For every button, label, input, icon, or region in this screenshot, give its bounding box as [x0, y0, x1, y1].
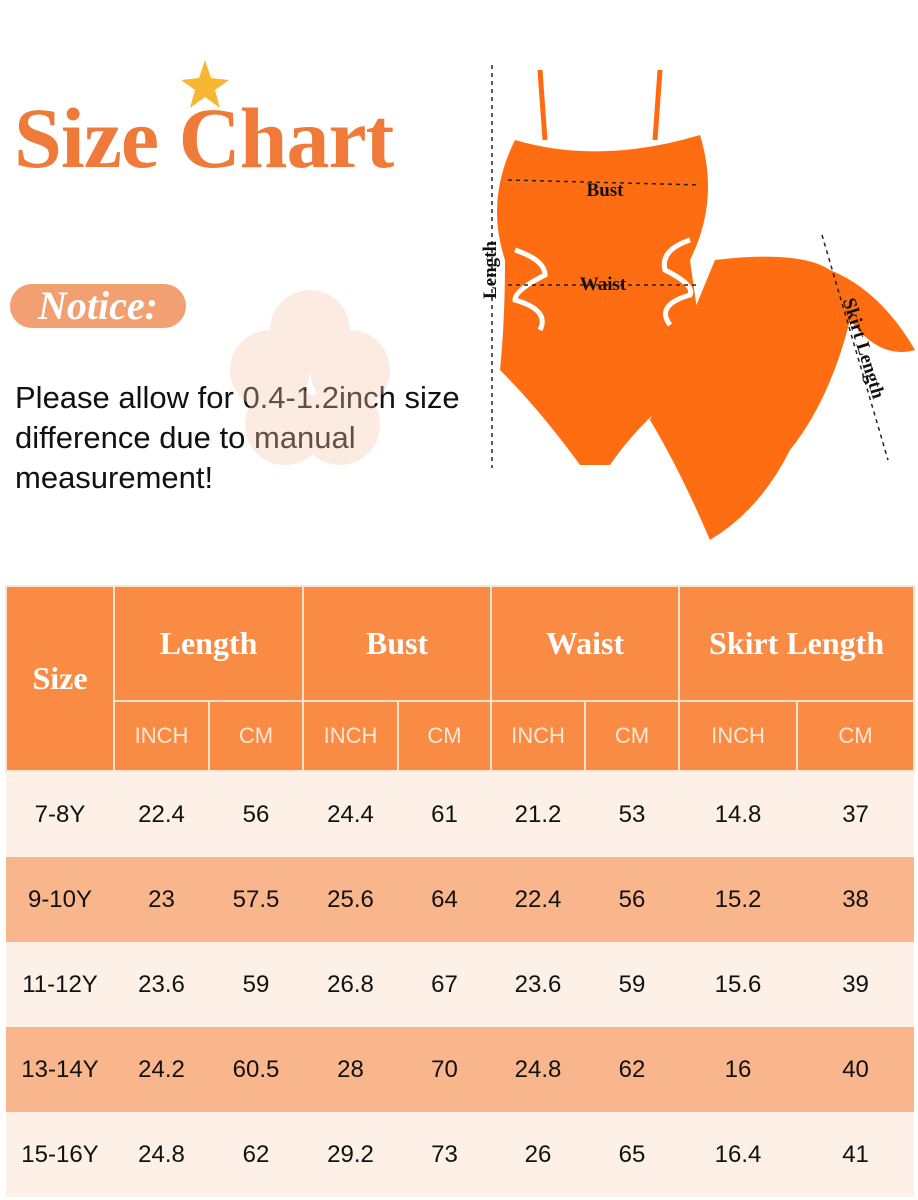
- measurement: 60.5: [209, 1027, 304, 1112]
- unit-header: CM: [207, 700, 305, 772]
- size-row: 7-8Y 22.4 56 24.4 61 21.2 53 14.8 37: [6, 771, 915, 857]
- unit-header: CM: [796, 700, 916, 772]
- size-row: 11-12Y 23.6 59 26.8 67 23.6 59 15.6 39: [6, 942, 915, 1027]
- measurement: 23.6: [114, 942, 209, 1027]
- length-label: Length: [480, 241, 501, 300]
- diagram: Bust Waist Length Skirt Length: [181, 60, 915, 540]
- group-header: Bust: [302, 585, 493, 702]
- size-header: Size: [5, 585, 115, 772]
- skirt: [650, 256, 915, 540]
- bust-label: Bust: [587, 180, 625, 201]
- header-row: Size Length Bust Waist Skirt Length: [5, 585, 916, 772]
- notice-label: Notice:: [10, 284, 186, 328]
- measurement: 24.8: [114, 1112, 209, 1197]
- size-label: 11-12Y: [6, 942, 114, 1027]
- measurement: 23: [114, 857, 209, 942]
- measurement: 16.4: [679, 1112, 798, 1197]
- waist-label: Waist: [580, 274, 627, 295]
- measurement: 67: [398, 942, 492, 1027]
- size-label: 13-14Y: [6, 1027, 114, 1112]
- measurement: 24.4: [303, 771, 399, 857]
- measurement: 39: [797, 942, 915, 1027]
- measurement: 73: [398, 1112, 492, 1197]
- group-header: Length: [112, 585, 305, 702]
- unit-header: CM: [584, 700, 681, 772]
- measurement: 61: [398, 771, 492, 857]
- measurement: 26.8: [303, 942, 399, 1027]
- measurement: 29.2: [303, 1112, 399, 1197]
- size-label: 15-16Y: [6, 1112, 114, 1197]
- measurement: 64: [398, 857, 492, 942]
- notice-text: Please allow for 0.4-1.2inch size differ…: [15, 380, 460, 495]
- measurement: 15.2: [679, 857, 798, 942]
- swimsuit: [497, 135, 708, 465]
- measurement: 53: [585, 771, 680, 857]
- unit-header: INCH: [678, 700, 799, 772]
- unit-header: INCH: [490, 700, 587, 772]
- group-header: Skirt Length: [678, 585, 916, 702]
- measurement: 40: [797, 1027, 915, 1112]
- unit-header: INCH: [113, 700, 210, 772]
- measurement: 24.2: [114, 1027, 209, 1112]
- size-row: 15-16Y 24.8 62 29.2 73 26 65 16.4 41: [6, 1112, 915, 1197]
- measurement: 65: [585, 1112, 680, 1197]
- unit-header: INCH: [302, 700, 400, 772]
- unit-row: INCH CM INCH CM INCH CM INCH CM: [6, 700, 916, 772]
- group-header: Waist: [490, 585, 681, 702]
- measurement: 70: [398, 1027, 492, 1112]
- measurement: 22.4: [114, 771, 209, 857]
- title: Size Chart: [14, 90, 394, 186]
- measurement: 16: [679, 1027, 798, 1112]
- unit-header: CM: [397, 700, 493, 772]
- size-label: 9-10Y: [6, 857, 114, 942]
- size-label: 7-8Y: [6, 771, 114, 857]
- measurement: 23.6: [491, 942, 586, 1027]
- measurement: 25.6: [303, 857, 399, 942]
- measurement: 28: [303, 1027, 399, 1112]
- measurement: 62: [585, 1027, 680, 1112]
- measurement: 57.5: [209, 857, 304, 942]
- measurement: 24.8: [491, 1027, 586, 1112]
- straps: [537, 69, 663, 141]
- star: [181, 60, 229, 108]
- measurement: 38: [797, 857, 915, 942]
- measurement: 41: [797, 1112, 915, 1197]
- size-table: Size Length Bust Waist Skirt Length INCH CM INC…: [5, 585, 916, 1197]
- measurement: 26: [491, 1112, 586, 1197]
- measurement: 37: [797, 771, 915, 857]
- measurement: 56: [209, 771, 304, 857]
- measurement: 59: [209, 942, 304, 1027]
- measurement: 56: [585, 857, 680, 942]
- measurement: 14.8: [679, 771, 798, 857]
- flower: [230, 290, 390, 465]
- measurement: 21.2: [491, 771, 586, 857]
- measurement: 59: [585, 942, 680, 1027]
- measure-lines: [491, 65, 889, 468]
- measurement: 22.4: [491, 857, 586, 942]
- measurement: 15.6: [679, 942, 798, 1027]
- size-row: 13-14Y 24.2 60.5 28 70 24.8 62 16 40: [6, 1027, 915, 1112]
- measurement: 62: [209, 1112, 304, 1197]
- size-row: 9-10Y 23 57.5 25.6 64 22.4 56 15.2 38: [6, 857, 915, 942]
